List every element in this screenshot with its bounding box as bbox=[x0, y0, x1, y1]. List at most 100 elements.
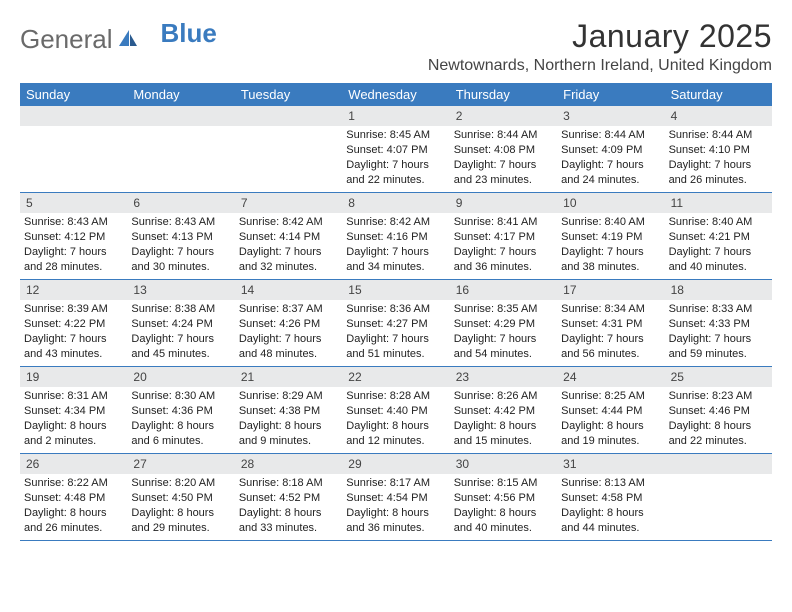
day-cell: 7Sunrise: 8:42 AMSunset: 4:14 PMDaylight… bbox=[235, 193, 342, 279]
day-number: 14 bbox=[235, 280, 342, 300]
sunset-line: Sunset: 4:31 PM bbox=[561, 317, 660, 332]
daylight-line: Daylight: 7 hours and 23 minutes. bbox=[454, 158, 553, 188]
sunset-line: Sunset: 4:10 PM bbox=[669, 143, 768, 158]
day-cell: 17Sunrise: 8:34 AMSunset: 4:31 PMDayligh… bbox=[557, 280, 664, 366]
weeks-container: 1Sunrise: 8:45 AMSunset: 4:07 PMDaylight… bbox=[20, 106, 772, 541]
daylight-line: Daylight: 8 hours and 15 minutes. bbox=[454, 419, 553, 449]
daylight-line: Daylight: 7 hours and 54 minutes. bbox=[454, 332, 553, 362]
day-number: 22 bbox=[342, 367, 449, 387]
day-cell: 30Sunrise: 8:15 AMSunset: 4:56 PMDayligh… bbox=[450, 454, 557, 540]
daylight-line: Daylight: 8 hours and 44 minutes. bbox=[561, 506, 660, 536]
sunset-line: Sunset: 4:48 PM bbox=[24, 491, 123, 506]
day-body: Sunrise: 8:40 AMSunset: 4:19 PMDaylight:… bbox=[557, 213, 664, 278]
logo-sail-icon bbox=[117, 24, 139, 55]
day-cell: 2Sunrise: 8:44 AMSunset: 4:08 PMDaylight… bbox=[450, 106, 557, 192]
day-cell: 6Sunrise: 8:43 AMSunset: 4:13 PMDaylight… bbox=[127, 193, 234, 279]
week-row: 19Sunrise: 8:31 AMSunset: 4:34 PMDayligh… bbox=[20, 367, 772, 454]
day-cell: 5Sunrise: 8:43 AMSunset: 4:12 PMDaylight… bbox=[20, 193, 127, 279]
day-number: 20 bbox=[127, 367, 234, 387]
day-number: 3 bbox=[557, 106, 664, 126]
daylight-line: Daylight: 7 hours and 43 minutes. bbox=[24, 332, 123, 362]
daylight-line: Daylight: 8 hours and 36 minutes. bbox=[346, 506, 445, 536]
day-body: Sunrise: 8:31 AMSunset: 4:34 PMDaylight:… bbox=[20, 387, 127, 452]
sunset-line: Sunset: 4:36 PM bbox=[131, 404, 230, 419]
sunrise-line: Sunrise: 8:45 AM bbox=[346, 128, 445, 143]
sunset-line: Sunset: 4:38 PM bbox=[239, 404, 338, 419]
day-cell bbox=[665, 454, 772, 540]
day-body: Sunrise: 8:43 AMSunset: 4:13 PMDaylight:… bbox=[127, 213, 234, 278]
day-body: Sunrise: 8:44 AMSunset: 4:08 PMDaylight:… bbox=[450, 126, 557, 191]
calendar: SundayMondayTuesdayWednesdayThursdayFrid… bbox=[20, 83, 772, 541]
day-number bbox=[20, 106, 127, 126]
week-row: 5Sunrise: 8:43 AMSunset: 4:12 PMDaylight… bbox=[20, 193, 772, 280]
day-header: Thursday bbox=[450, 83, 557, 106]
daylight-line: Daylight: 8 hours and 22 minutes. bbox=[669, 419, 768, 449]
day-cell: 14 Sunrise: 8:37 AMSunset: 4:26 PMDayligh… bbox=[235, 280, 342, 366]
sunset-line: Sunset: 4:14 PM bbox=[239, 230, 338, 245]
sunset-line: Sunset: 4:16 PM bbox=[346, 230, 445, 245]
sunrise-line: Sunrise: 8:13 AM bbox=[561, 476, 660, 491]
sunset-line: Sunset: 4:22 PM bbox=[24, 317, 123, 332]
week-row: 1Sunrise: 8:45 AMSunset: 4:07 PMDaylight… bbox=[20, 106, 772, 193]
sunset-line: Sunset: 4:54 PM bbox=[346, 491, 445, 506]
daylight-line: Daylight: 7 hours and 22 minutes. bbox=[346, 158, 445, 188]
day-cell: 27Sunrise: 8:20 AMSunset: 4:50 PMDayligh… bbox=[127, 454, 234, 540]
day-number: 30 bbox=[450, 454, 557, 474]
sunset-line: Sunset: 4:13 PM bbox=[131, 230, 230, 245]
sunset-line: Sunset: 4:44 PM bbox=[561, 404, 660, 419]
sunrise-line: Sunrise: 8:37 AM bbox=[239, 302, 338, 317]
daylight-line: Daylight: 7 hours and 38 minutes. bbox=[561, 245, 660, 275]
day-number: 5 bbox=[20, 193, 127, 213]
sunset-line: Sunset: 4:56 PM bbox=[454, 491, 553, 506]
sunset-line: Sunset: 4:08 PM bbox=[454, 143, 553, 158]
sunrise-line: Sunrise: 8:43 AM bbox=[131, 215, 230, 230]
daylight-line: Daylight: 7 hours and 28 minutes. bbox=[24, 245, 123, 275]
day-body: Sunrise: 8:45 AMSunset: 4:07 PMDaylight:… bbox=[342, 126, 449, 191]
day-body: Sunrise: 8:35 AMSunset: 4:29 PMDaylight:… bbox=[450, 300, 557, 365]
sunrise-line: Sunrise: 8:25 AM bbox=[561, 389, 660, 404]
day-number: 27 bbox=[127, 454, 234, 474]
month-title: January 2025 bbox=[428, 18, 772, 55]
day-number: 16 bbox=[450, 280, 557, 300]
daylight-line: Daylight: 7 hours and 36 minutes. bbox=[454, 245, 553, 275]
day-number: 12 bbox=[20, 280, 127, 300]
sunset-line: Sunset: 4:26 PM bbox=[239, 317, 338, 332]
daylight-line: Daylight: 7 hours and 48 minutes. bbox=[239, 332, 338, 362]
sunrise-line: Sunrise: 8:23 AM bbox=[669, 389, 768, 404]
sunrise-line: Sunrise: 8:28 AM bbox=[346, 389, 445, 404]
sunrise-line: Sunrise: 8:20 AM bbox=[131, 476, 230, 491]
day-body: Sunrise: 8:38 AMSunset: 4:24 PMDaylight:… bbox=[127, 300, 234, 365]
day-cell: 1Sunrise: 8:45 AMSunset: 4:07 PMDaylight… bbox=[342, 106, 449, 192]
day-body: Sunrise: 8:41 AMSunset: 4:17 PMDaylight:… bbox=[450, 213, 557, 278]
day-body: Sunrise: 8:44 AMSunset: 4:09 PMDaylight:… bbox=[557, 126, 664, 191]
day-cell: 19Sunrise: 8:31 AMSunset: 4:34 PMDayligh… bbox=[20, 367, 127, 453]
day-cell: 24Sunrise: 8:25 AMSunset: 4:44 PMDayligh… bbox=[557, 367, 664, 453]
day-cell: 18Sunrise: 8:33 AMSunset: 4:33 PMDayligh… bbox=[665, 280, 772, 366]
day-body: Sunrise: 8:28 AMSunset: 4:40 PMDaylight:… bbox=[342, 387, 449, 452]
day-header: Tuesday bbox=[235, 83, 342, 106]
day-number: 11 bbox=[665, 193, 772, 213]
sunset-line: Sunset: 4:21 PM bbox=[669, 230, 768, 245]
day-body: Sunrise: 8:42 AMSunset: 4:14 PMDaylight:… bbox=[235, 213, 342, 278]
daylight-line: Daylight: 8 hours and 29 minutes. bbox=[131, 506, 230, 536]
sunset-line: Sunset: 4:07 PM bbox=[346, 143, 445, 158]
day-body: Sunrise: 8:39 AMSunset: 4:22 PMDaylight:… bbox=[20, 300, 127, 365]
sunset-line: Sunset: 4:09 PM bbox=[561, 143, 660, 158]
day-body: Sunrise: 8:20 AMSunset: 4:50 PMDaylight:… bbox=[127, 474, 234, 539]
sunrise-line: Sunrise: 8:40 AM bbox=[669, 215, 768, 230]
day-number: 13 bbox=[127, 280, 234, 300]
sunrise-line: Sunrise: 8:33 AM bbox=[669, 302, 768, 317]
day-header: Sunday bbox=[20, 83, 127, 106]
daylight-line: Daylight: 7 hours and 30 minutes. bbox=[131, 245, 230, 275]
day-body: Sunrise: 8:33 AMSunset: 4:33 PMDaylight:… bbox=[665, 300, 772, 365]
sunrise-line: Sunrise: 8:42 AM bbox=[346, 215, 445, 230]
day-cell: 16Sunrise: 8:35 AMSunset: 4:29 PMDayligh… bbox=[450, 280, 557, 366]
day-number: 2 bbox=[450, 106, 557, 126]
logo: General Blue bbox=[20, 18, 217, 55]
sunset-line: Sunset: 4:52 PM bbox=[239, 491, 338, 506]
day-cell bbox=[20, 106, 127, 192]
day-cell: 21Sunrise: 8:29 AMSunset: 4:38 PMDayligh… bbox=[235, 367, 342, 453]
sunrise-line: Sunrise: 8:41 AM bbox=[454, 215, 553, 230]
day-body: Sunrise: 8:13 AMSunset: 4:58 PMDaylight:… bbox=[557, 474, 664, 539]
sunset-line: Sunset: 4:40 PM bbox=[346, 404, 445, 419]
